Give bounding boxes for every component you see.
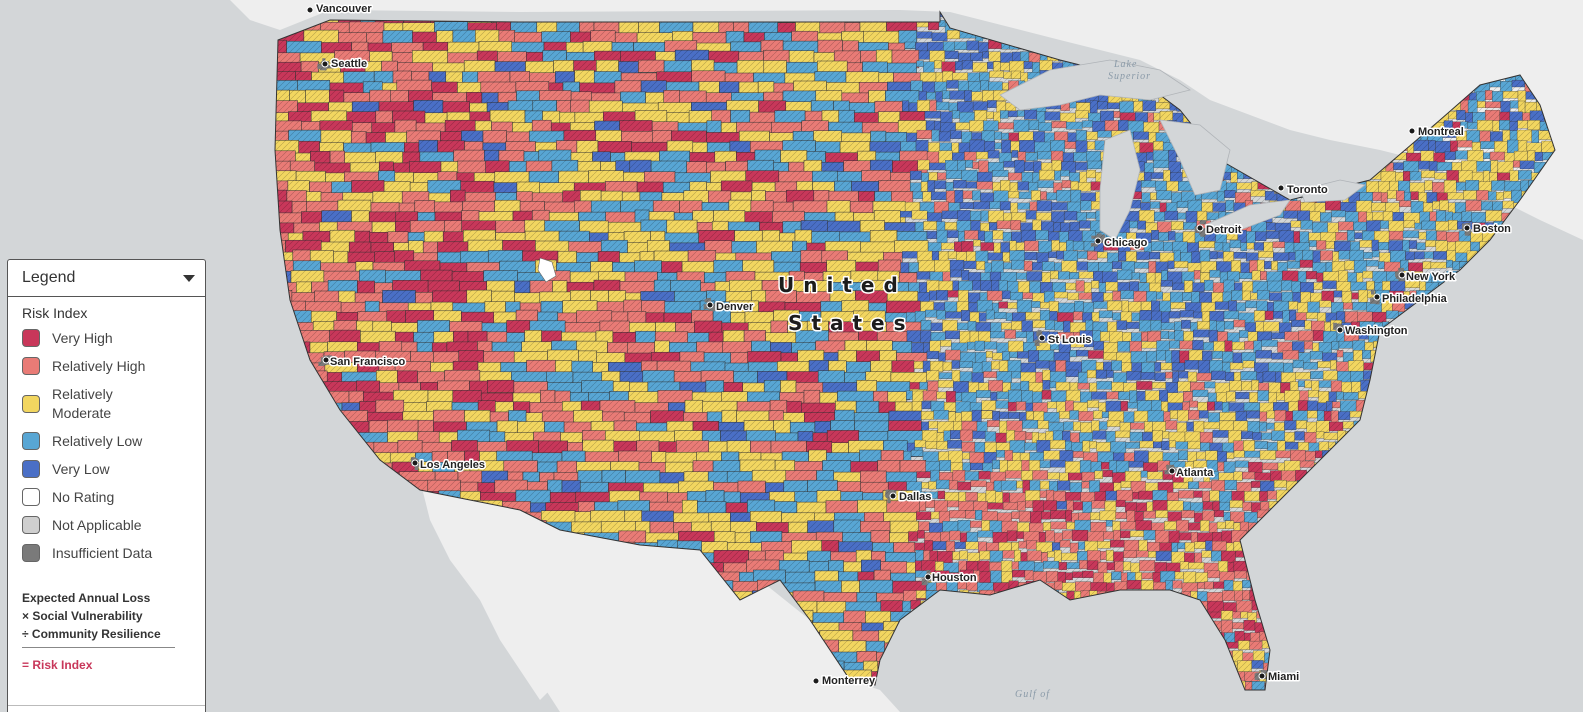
city-label-newyork[interactable]: New York	[1405, 270, 1458, 285]
city-dot-vancouver	[306, 6, 314, 14]
city-label-boston[interactable]: Boston	[1472, 222, 1513, 237]
swatch-relatively-moderate	[22, 395, 40, 413]
swatch-insufficient-data	[22, 544, 40, 562]
city-label-detroit[interactable]: Detroit	[1205, 223, 1244, 238]
legend-panel: Legend Risk Index Very High Relatively H…	[7, 259, 206, 712]
legend-title: Risk Index	[22, 305, 88, 321]
city-label-sanfrancisco[interactable]: San Francisco	[329, 355, 407, 370]
legend-label-not-applicable: Not Applicable	[52, 517, 142, 533]
city-dot-houston	[924, 573, 932, 581]
formula-line-cr: ÷ Community Resilience	[22, 627, 161, 641]
city-dot-toronto	[1277, 184, 1285, 192]
city-label-dallas[interactable]: Dallas	[898, 490, 933, 505]
city-dot-sanfrancisco	[322, 356, 330, 364]
city-label-miami[interactable]: Miami	[1267, 670, 1301, 685]
lake-huron	[1159, 119, 1231, 196]
legend-item-relatively-high: Relatively High	[22, 357, 205, 376]
lake-michigan	[1099, 129, 1141, 241]
swatch-very-high	[22, 329, 40, 347]
city-dot-dallas	[889, 492, 897, 500]
city-dot-detroit	[1196, 224, 1204, 232]
city-label-losangeles[interactable]: Los Angeles	[419, 458, 487, 473]
city-label-toronto[interactable]: Toronto	[1286, 183, 1330, 198]
swatch-not-applicable	[22, 516, 40, 534]
city-dot-losangeles	[411, 459, 419, 467]
city-dot-washington	[1336, 326, 1344, 334]
swatch-no-rating	[22, 488, 40, 506]
city-dot-boston	[1463, 224, 1471, 232]
legend-footer-divider	[8, 705, 205, 706]
swatch-very-low	[22, 460, 40, 478]
lake-superior-label-2: Superior	[1108, 71, 1151, 82]
legend-body: Risk Index Very High Relatively High Rel…	[8, 297, 205, 674]
city-label-seattle[interactable]: Seattle	[330, 57, 369, 72]
city-dot-chicago	[1094, 237, 1102, 245]
legend-item-very-low: Very Low	[22, 460, 205, 479]
legend-label-relatively-low: Relatively Low	[52, 433, 143, 449]
city-dot-philadelphia	[1373, 293, 1381, 301]
city-label-houston[interactable]: Houston	[931, 571, 979, 586]
legend-item-no-rating: No Rating	[22, 488, 205, 507]
city-dot-monterrey	[812, 677, 820, 685]
legend-label-no-rating: No Rating	[52, 489, 115, 505]
city-labels-layer: Vancouver Seattle San Francisco Los Ange…	[306, 2, 1513, 689]
canada-land	[230, 0, 1583, 240]
lake-superior	[999, 59, 1191, 111]
legend-label-insufficient-data: Insufficient Data	[52, 545, 153, 561]
swatch-relatively-low	[22, 432, 40, 450]
formula-result: = Risk Index	[22, 658, 93, 672]
city-dot-miami	[1258, 672, 1266, 680]
lake-superior-label-1: Lake	[1113, 59, 1137, 70]
city-dot-seattle	[321, 60, 329, 68]
caret-down-icon[interactable]	[183, 274, 195, 282]
city-label-vancouver[interactable]: Vancouver	[315, 2, 374, 17]
city-label-philadelphia[interactable]: Philadelphia	[1381, 292, 1450, 307]
country-label-line2: States	[788, 311, 915, 335]
city-label-monterrey[interactable]: Monterrey	[821, 674, 878, 689]
city-dot-stlouis	[1038, 334, 1046, 342]
gulf-of-mexico-label: Gulf of	[1015, 689, 1050, 700]
city-label-atlanta[interactable]: Atlanta	[1175, 466, 1216, 481]
legend-item-relatively-moderate: Relatively Moderate	[22, 385, 205, 423]
legend-label-relatively-moderate: Relatively Moderate	[52, 386, 113, 421]
lake-ontario	[1299, 179, 1366, 203]
baja-peninsula	[450, 500, 560, 700]
city-label-chicago[interactable]: Chicago	[1103, 236, 1150, 251]
city-label-washington[interactable]: Washington	[1344, 324, 1410, 339]
legend-label-very-high: Very High	[52, 330, 113, 346]
city-dot-denver	[706, 301, 714, 309]
country-label-line1: United	[778, 273, 907, 297]
legend-item-insufficient-data: Insufficient Data	[22, 544, 205, 563]
city-dot-montreal	[1408, 127, 1416, 135]
great-salt-lake	[537, 257, 557, 283]
legend-item-very-high: Very High	[22, 329, 205, 348]
formula-line-eal: Expected Annual Loss	[22, 591, 151, 605]
legend-item-not-applicable: Not Applicable	[22, 516, 205, 535]
legend-label-relatively-high: Relatively High	[52, 358, 146, 374]
city-label-stlouis[interactable]: St Louis	[1047, 333, 1093, 348]
legend-header-label: Legend	[22, 269, 76, 286]
city-dot-newyork	[1398, 271, 1406, 279]
city-dot-atlanta	[1168, 467, 1176, 475]
formula-divider	[22, 647, 175, 648]
risk-formula: Expected Annual Loss × Social Vulnerabil…	[22, 589, 205, 674]
legend-label-very-low: Very Low	[52, 461, 110, 477]
swatch-relatively-high	[22, 357, 40, 375]
formula-line-sv: × Social Vulnerability	[22, 609, 143, 623]
legend-toggle[interactable]: Legend	[8, 260, 205, 297]
lake-erie	[1203, 199, 1291, 231]
legend-item-relatively-low: Relatively Low	[22, 432, 205, 451]
city-label-denver[interactable]: Denver	[715, 300, 756, 315]
city-label-montreal[interactable]: Montreal	[1417, 125, 1466, 140]
us-outline	[274, 10, 1556, 691]
